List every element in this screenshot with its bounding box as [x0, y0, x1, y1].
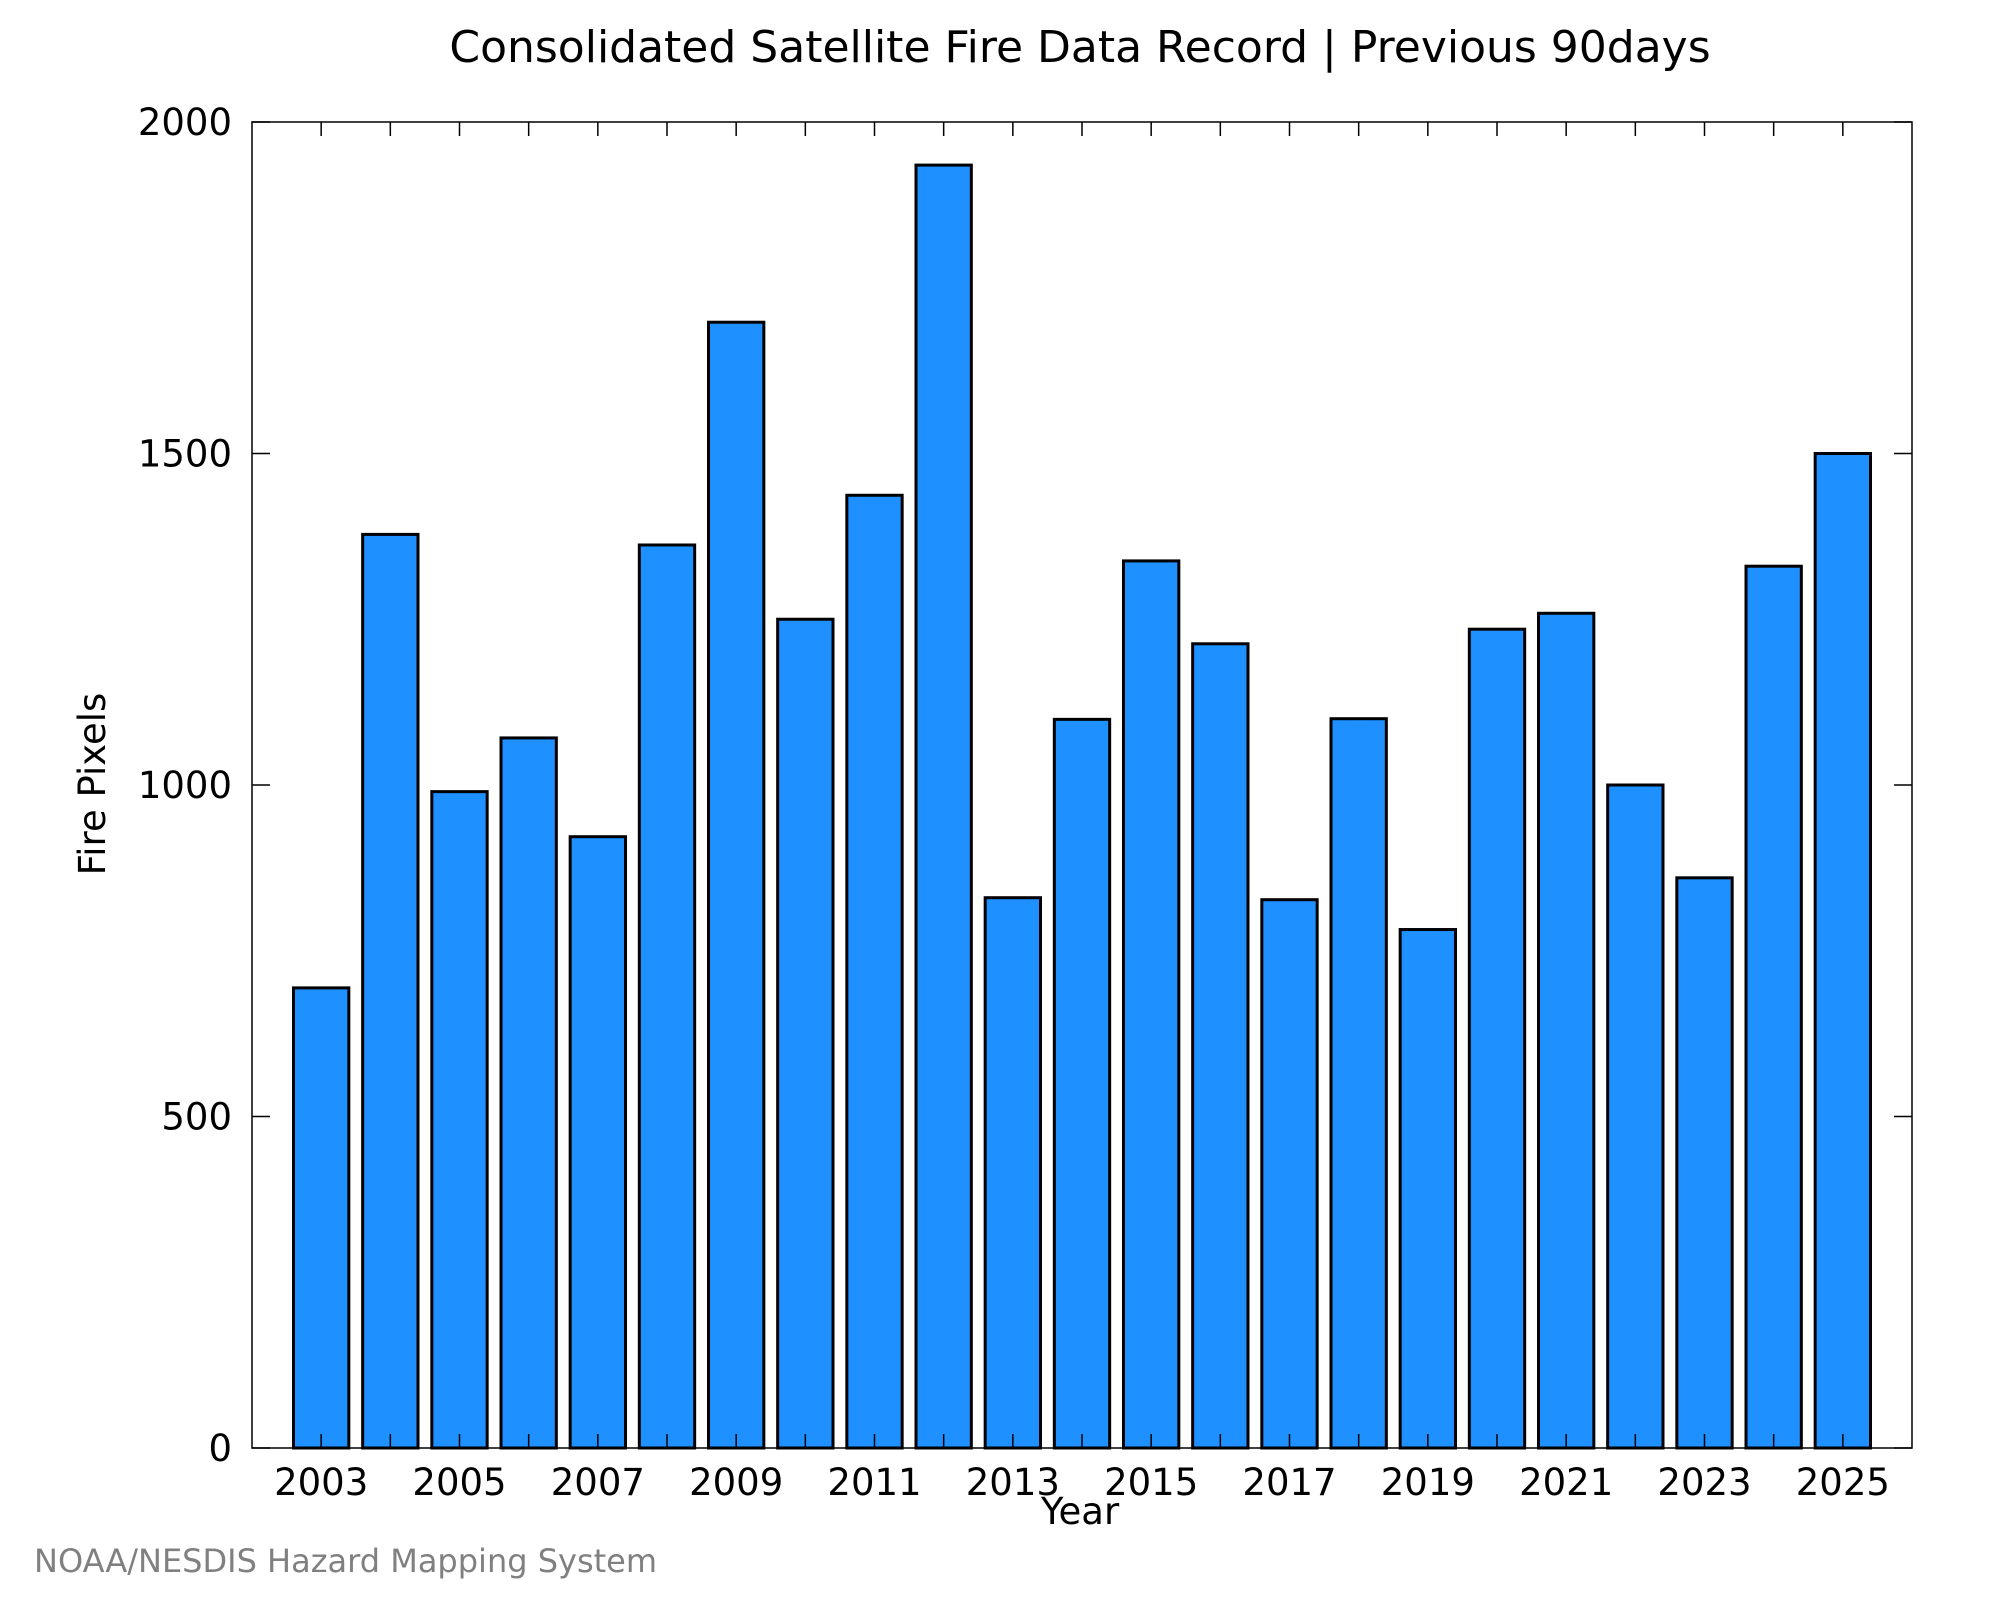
x-tick-label: 2003	[274, 1461, 368, 1504]
y-axis-label: Fire Pixels	[71, 693, 114, 876]
bar-2004	[361, 532, 420, 1450]
x-tick-label: 2015	[1104, 1461, 1198, 1504]
x-tick-label: 2023	[1657, 1461, 1751, 1504]
y-tick-label: 1000	[138, 764, 232, 807]
bar-2006	[499, 736, 558, 1450]
bar-2023	[1675, 876, 1734, 1450]
bar-2025	[1813, 452, 1873, 1450]
bar-2005	[430, 790, 489, 1450]
x-tick-label: 2011	[827, 1461, 921, 1504]
bar-2019	[1398, 928, 1458, 1450]
x-tick-label: 2025	[1796, 1461, 1890, 1504]
bar-2024	[1744, 564, 1803, 1450]
x-tick-label: 2021	[1519, 1461, 1613, 1504]
bar-2021	[1537, 611, 1596, 1450]
x-tick-label: 2019	[1381, 1461, 1475, 1504]
y-tick-label: 0	[208, 1427, 232, 1470]
bar-2008	[637, 543, 697, 1450]
bar-2007	[568, 835, 627, 1450]
bars-layer	[292, 163, 1873, 1450]
bar-2015	[1122, 559, 1181, 1450]
credit-text: NOAA/NESDIS Hazard Mapping System	[34, 1542, 658, 1580]
bar-2018	[1329, 717, 1388, 1450]
y-tick-label: 2000	[138, 101, 232, 144]
bar-2012	[914, 163, 973, 1450]
y-tick-label: 500	[161, 1096, 232, 1139]
bar-2016	[1191, 642, 1250, 1450]
bar-2009	[707, 320, 766, 1450]
x-tick-label: 2013	[966, 1461, 1060, 1504]
x-tick-label: 2005	[412, 1461, 506, 1504]
ticks-layer: 2003 2005 2007 2009 2011 2013 2015 2017 2019 2021…	[138, 101, 1912, 1504]
bar-2020	[1467, 627, 1527, 1450]
bar-2014	[1052, 717, 1112, 1450]
bar-2022	[1606, 783, 1665, 1450]
bar-2017	[1260, 898, 1319, 1450]
x-tick-label: 2017	[1242, 1461, 1336, 1504]
x-tick-label: 2007	[551, 1461, 645, 1504]
y-tick-label: 1500	[138, 433, 232, 476]
bar-2011	[845, 493, 904, 1450]
bar-2010	[776, 617, 835, 1450]
bar-2003	[292, 986, 351, 1450]
x-axis-label: Year	[1040, 1490, 1120, 1533]
bar-2013	[983, 896, 1042, 1450]
x-tick-label: 2009	[689, 1461, 783, 1504]
chart-title: Consolidated Satellite Fire Data Record …	[449, 22, 1710, 73]
